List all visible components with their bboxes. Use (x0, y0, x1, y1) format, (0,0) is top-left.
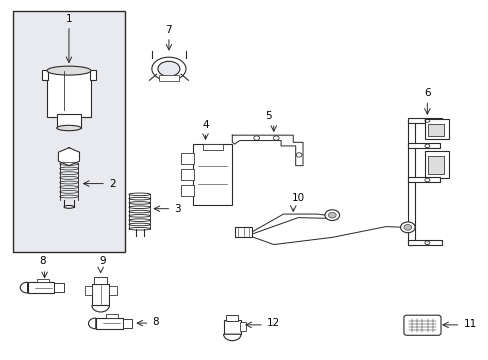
Ellipse shape (57, 125, 81, 131)
Bar (181, 169, 193, 180)
Bar (407, 119, 414, 244)
Wedge shape (92, 306, 109, 312)
Bar (57, 114, 81, 128)
Bar (54, 283, 64, 292)
Bar (181, 185, 193, 196)
Circle shape (400, 222, 414, 233)
Bar (424, 151, 448, 178)
Wedge shape (223, 334, 241, 341)
Bar (407, 240, 441, 244)
Polygon shape (232, 135, 303, 166)
Bar (407, 143, 439, 148)
Text: 2: 2 (109, 179, 116, 189)
Text: 7: 7 (165, 25, 172, 35)
Bar (13, 12, 125, 252)
Text: 8: 8 (152, 318, 158, 327)
Text: 6: 6 (423, 87, 430, 98)
Text: 1: 1 (65, 14, 72, 24)
Bar (84, 286, 92, 295)
Text: 3: 3 (173, 204, 180, 214)
Bar (47, 71, 91, 117)
Bar (240, 321, 245, 330)
Bar (92, 284, 109, 306)
Bar (109, 286, 117, 295)
Ellipse shape (152, 57, 185, 81)
Text: 10: 10 (291, 193, 304, 203)
Ellipse shape (158, 61, 180, 76)
Circle shape (325, 210, 339, 221)
Bar (226, 315, 238, 320)
Circle shape (328, 212, 335, 218)
Circle shape (403, 225, 411, 230)
Bar (96, 318, 122, 329)
Bar (94, 277, 107, 284)
Text: 8: 8 (39, 256, 45, 266)
Text: 4: 4 (202, 120, 208, 130)
Bar (159, 75, 178, 81)
Bar (42, 69, 48, 80)
Bar (193, 144, 232, 205)
Wedge shape (20, 282, 27, 293)
Bar (122, 319, 132, 328)
Polygon shape (58, 148, 80, 166)
Bar (90, 69, 96, 80)
Bar (407, 118, 441, 123)
FancyBboxPatch shape (403, 315, 440, 335)
Ellipse shape (47, 66, 91, 75)
Bar (407, 177, 439, 182)
Bar (181, 153, 193, 164)
Bar (27, 282, 54, 293)
Bar (223, 320, 241, 334)
Text: 5: 5 (265, 111, 272, 121)
Text: 11: 11 (463, 319, 476, 329)
Bar (234, 226, 251, 237)
Text: 12: 12 (266, 319, 279, 328)
Bar (424, 119, 448, 139)
Bar (427, 156, 443, 174)
Bar (203, 144, 222, 149)
Bar (37, 279, 49, 282)
Bar (105, 315, 118, 318)
Bar (427, 124, 443, 136)
Text: 9: 9 (100, 256, 106, 266)
Wedge shape (88, 318, 96, 329)
